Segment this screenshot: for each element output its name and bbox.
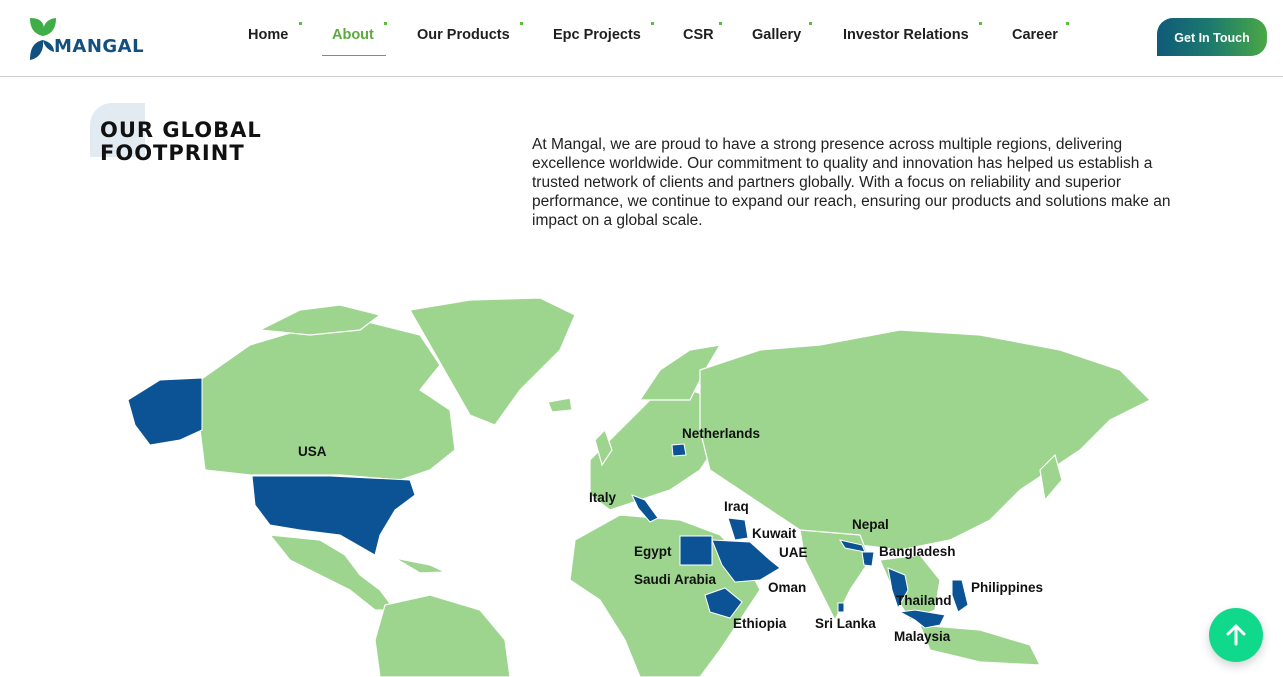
- highlighted-countries: [127, 377, 969, 629]
- label-uae: UAE: [779, 545, 808, 560]
- scroll-to-top-button[interactable]: [1209, 608, 1263, 662]
- italy-highlight: [631, 494, 659, 523]
- nav-item-csr[interactable]: CSR: [683, 27, 714, 43]
- label-saudi-arabia: Saudi Arabia: [634, 572, 717, 587]
- netherlands-highlight: [671, 443, 687, 457]
- nav-item-about[interactable]: About: [332, 27, 374, 43]
- label-italy: Italy: [589, 490, 617, 505]
- world-map: USA Netherlands Italy Iraq Kuwait UAE Eg…: [127, 297, 1152, 677]
- malaysia-highlight: [898, 609, 946, 629]
- country-labels: USA Netherlands Italy Iraq Kuwait UAE Eg…: [298, 426, 1043, 644]
- label-kuwait: Kuwait: [752, 526, 797, 541]
- egypt-highlight: [679, 535, 713, 566]
- label-ethiopia: Ethiopia: [733, 616, 787, 631]
- label-thailand: Thailand: [896, 593, 952, 608]
- section-title-line2: FOOTPRINT: [100, 141, 245, 165]
- label-oman: Oman: [768, 580, 806, 595]
- saudi-arabia-highlight: [711, 539, 781, 583]
- japan-shape: [1039, 453, 1063, 502]
- iraq-highlight: [727, 517, 749, 541]
- label-sri-lanka: Sri Lanka: [815, 616, 876, 631]
- nav-dot: [719, 22, 722, 25]
- nav-dot: [520, 22, 523, 25]
- philippines-highlight: [951, 579, 969, 613]
- label-nepal: Nepal: [852, 517, 889, 532]
- heading-decoration: [90, 103, 145, 157]
- label-malaysia: Malaysia: [894, 629, 951, 644]
- nav-item-career[interactable]: Career: [1012, 27, 1058, 43]
- thailand-highlight: [887, 567, 909, 610]
- label-netherlands: Netherlands: [682, 426, 760, 441]
- canada-shape: [199, 319, 456, 481]
- get-in-touch-button[interactable]: Get In Touch: [1157, 18, 1267, 56]
- ethiopia-highlight: [704, 587, 743, 619]
- india-shape: [799, 529, 871, 622]
- section-intro: At Mangal, we are proud to have a strong…: [532, 136, 1171, 229]
- nav-item-our-products[interactable]: Our Products: [417, 27, 510, 43]
- arctic-islands-shape: [257, 304, 382, 336]
- nav-item-investor-relations[interactable]: Investor Relations: [843, 27, 969, 43]
- section-heading-wrap: OUR GLOBAL FOOTPRINT: [90, 103, 310, 173]
- site-header: MANGAL Home About Our Products Epc Proje…: [0, 0, 1283, 77]
- south-america-shape: [374, 594, 511, 677]
- scandinavia-shape: [638, 344, 722, 401]
- usa-highlight: [251, 475, 416, 556]
- label-philippines: Philippines: [971, 580, 1043, 595]
- nav-dot: [979, 22, 982, 25]
- nav-dot: [299, 22, 302, 25]
- alaska-highlight: [127, 377, 203, 446]
- brand-name: MANGAL: [54, 36, 145, 57]
- sri-lanka-highlight: [837, 602, 845, 613]
- nav-dot: [1066, 22, 1069, 25]
- leaf-logo-icon: [30, 18, 56, 60]
- nav-dot: [809, 22, 812, 25]
- greenland-shape: [409, 297, 576, 426]
- section-title-line1: OUR GLOBAL: [100, 118, 262, 142]
- label-iraq: Iraq: [724, 499, 749, 514]
- map-land: [199, 297, 1152, 677]
- caribbean-shape: [394, 557, 446, 574]
- uk-shape: [594, 428, 613, 467]
- bangladesh-highlight: [861, 551, 875, 567]
- nav-item-home[interactable]: Home: [248, 27, 289, 43]
- label-egypt: Egypt: [634, 544, 672, 559]
- nav-item-epc-projects[interactable]: Epc Projects: [553, 27, 641, 43]
- arrow-up-icon: [1226, 624, 1246, 646]
- label-usa: USA: [298, 444, 327, 459]
- active-nav-underline: [322, 55, 386, 56]
- iceland-shape: [547, 397, 573, 413]
- nav-dot: [384, 22, 387, 25]
- mangal-logo[interactable]: MANGAL: [28, 16, 144, 62]
- nav-dot: [651, 22, 654, 25]
- label-bangladesh: Bangladesh: [879, 544, 956, 559]
- asia-shape: [699, 329, 1152, 551]
- nav-item-gallery[interactable]: Gallery: [752, 27, 802, 43]
- indonesia-shape: [919, 624, 1041, 666]
- section-title: OUR GLOBAL FOOTPRINT: [100, 119, 262, 165]
